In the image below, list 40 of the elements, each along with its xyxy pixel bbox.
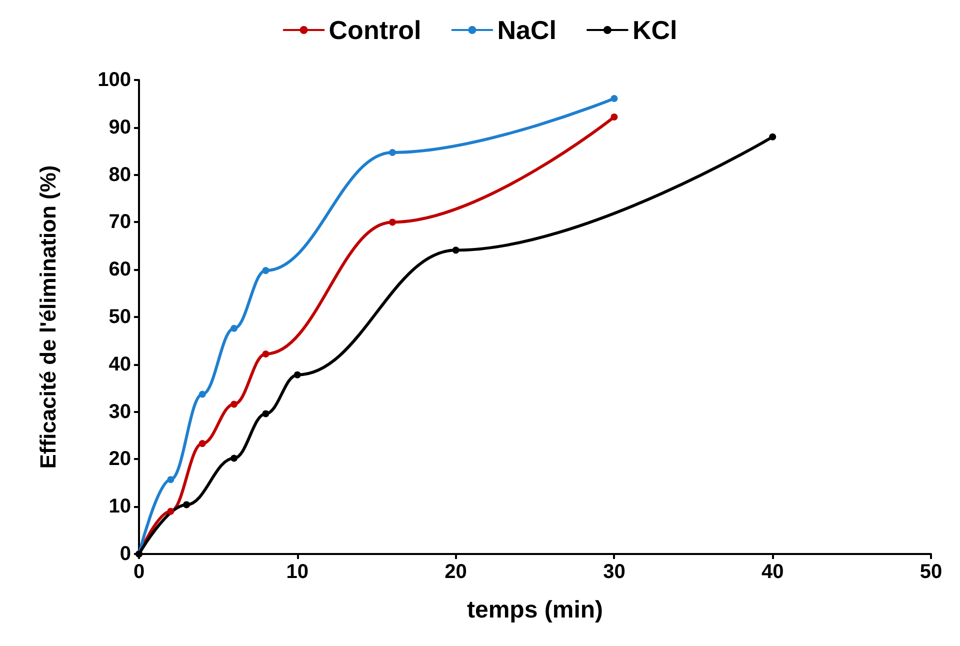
- x-tick-label: 0: [133, 561, 145, 583]
- y-tick-label: 30: [108, 400, 131, 423]
- point: [610, 113, 618, 120]
- point: [610, 94, 618, 102]
- y-tick-label: 10: [108, 496, 131, 518]
- point: [452, 246, 460, 254]
- x-axis-title: temps (min): [466, 596, 604, 624]
- point: [198, 390, 206, 398]
- legend-label: NaCl: [497, 15, 556, 45]
- point: [769, 133, 776, 140]
- legend-label: KCl: [632, 15, 678, 45]
- y-tick-label: 50: [108, 306, 131, 328]
- x-tick-label: 20: [444, 561, 467, 583]
- point: [262, 350, 270, 358]
- y-tick-label: 80: [108, 164, 131, 186]
- x-tick-label: 30: [603, 561, 626, 583]
- legend-label: Control: [328, 15, 422, 45]
- y-tick-label: 90: [108, 116, 131, 138]
- point: [262, 267, 270, 274]
- point: [388, 218, 396, 226]
- point: [294, 371, 301, 378]
- point: [230, 324, 238, 332]
- point: [262, 410, 270, 418]
- y-tick-label: 0: [120, 543, 131, 565]
- point: [167, 476, 174, 484]
- y-tick-label: 40: [108, 353, 131, 376]
- x-tick-label: 10: [286, 561, 309, 583]
- point: [388, 149, 396, 156]
- point: [167, 508, 174, 515]
- y-tick-label: 100: [98, 69, 131, 91]
- x-tick-label: 40: [761, 561, 784, 583]
- y-tick-label: 70: [108, 211, 131, 234]
- point: [230, 400, 238, 408]
- point: [183, 501, 190, 508]
- point: [230, 454, 238, 462]
- y-axis-title: Efficacité de l'élimination (%): [36, 165, 60, 469]
- y-tick-label: 60: [108, 258, 131, 281]
- y-tick-label: 20: [108, 448, 131, 470]
- point: [198, 440, 206, 448]
- x-tick-label: 50: [920, 561, 942, 583]
